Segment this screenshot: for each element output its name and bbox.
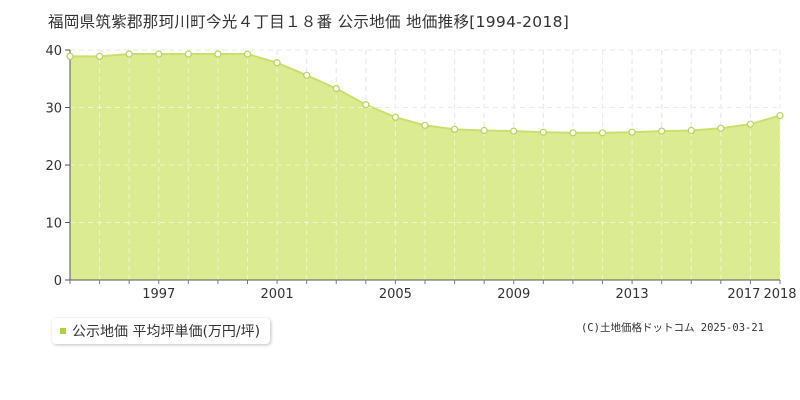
data-point [362,101,370,109]
axes [65,49,781,284]
data-point [184,50,192,58]
y-tick-label: 10 [45,217,62,232]
data-point [273,59,281,67]
data-point [391,113,400,121]
data-point [480,126,488,135]
data-point [539,128,547,136]
data-point [214,50,222,58]
data-point [332,84,340,93]
x-tick-label: 2009 [497,287,530,302]
data-point [598,129,607,137]
data-point [421,121,429,129]
data-point [95,52,104,60]
x-tick-label: 1997 [142,287,175,302]
data-point [717,124,725,132]
credit-text: (C)土地価格ドットコム 2025-03-21 [580,322,764,334]
legend-label: 公示地価 平均坪単価(万円/坪) [72,324,261,340]
data-point [450,125,459,133]
legend: 公示地価 平均坪単価(万円/坪) [52,318,271,344]
data-point [658,127,666,135]
legend-swatch [60,328,66,334]
data-point [776,111,784,120]
y-tick-label: 40 [45,44,62,59]
y-tick-label: 0 [54,274,62,289]
tick-labels: 0 10 20 30 40 1997 2001 2005 2009 2013 2017 2018 [45,44,796,302]
data-point [66,52,74,60]
y-tick-label: 30 [45,102,62,117]
data-point [628,128,636,136]
data-point [243,50,252,58]
y-tick-label: 20 [45,159,62,174]
data-point [569,129,577,137]
x-tick-label: 2013 [616,287,649,302]
chart-title: 福岡県筑紫郡那珂川町今光４丁目１８番 公示地価 地価推移[1994-2018] [48,13,570,31]
x-tick-label: 2017 [727,287,760,302]
data-point [155,50,163,58]
data-point [746,120,755,128]
data-point [303,71,311,79]
data-point [687,126,695,135]
x-tick-label: 2005 [379,287,412,302]
data-point [510,127,518,135]
data-markers [66,50,784,137]
x-tick-label: 2018 [763,287,796,302]
x-tick-label: 2001 [261,287,294,302]
data-point [125,50,133,58]
